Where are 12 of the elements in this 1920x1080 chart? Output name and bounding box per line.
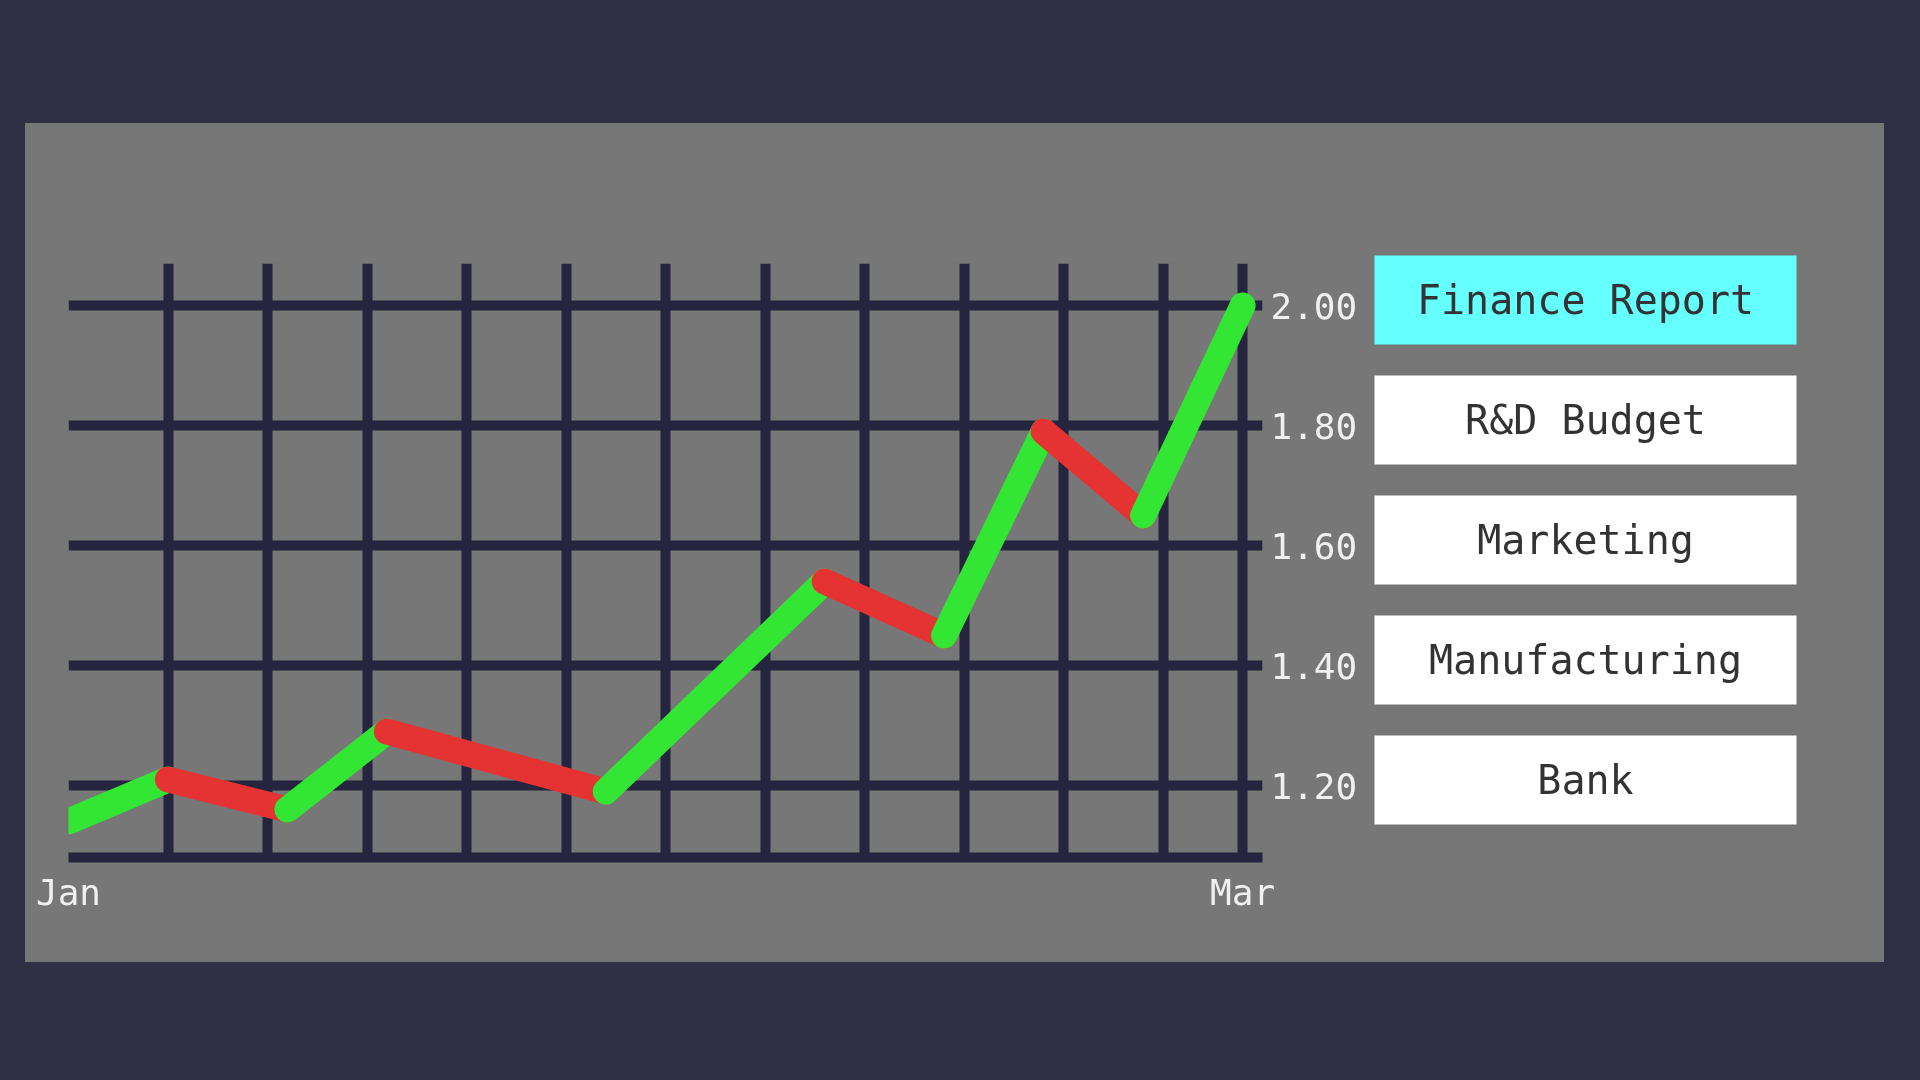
y-tick-label: 1.20	[1270, 765, 1358, 807]
category-label: Finance Report	[1416, 277, 1755, 323]
y-tick-label: 2.00	[1270, 285, 1358, 327]
y-tick-label: 1.80	[1270, 405, 1358, 447]
y-tick-label: 1.40	[1270, 645, 1358, 687]
y-tick-label: 1.60	[1270, 525, 1358, 567]
category-label: Manufacturing	[1428, 637, 1743, 683]
category-label: R&D Budget	[1465, 397, 1706, 443]
category-label: Bank	[1537, 757, 1634, 803]
x-tick-label: Mar	[1210, 871, 1276, 913]
category-label: Marketing	[1477, 517, 1694, 563]
x-tick-label: Jan	[35, 871, 102, 913]
